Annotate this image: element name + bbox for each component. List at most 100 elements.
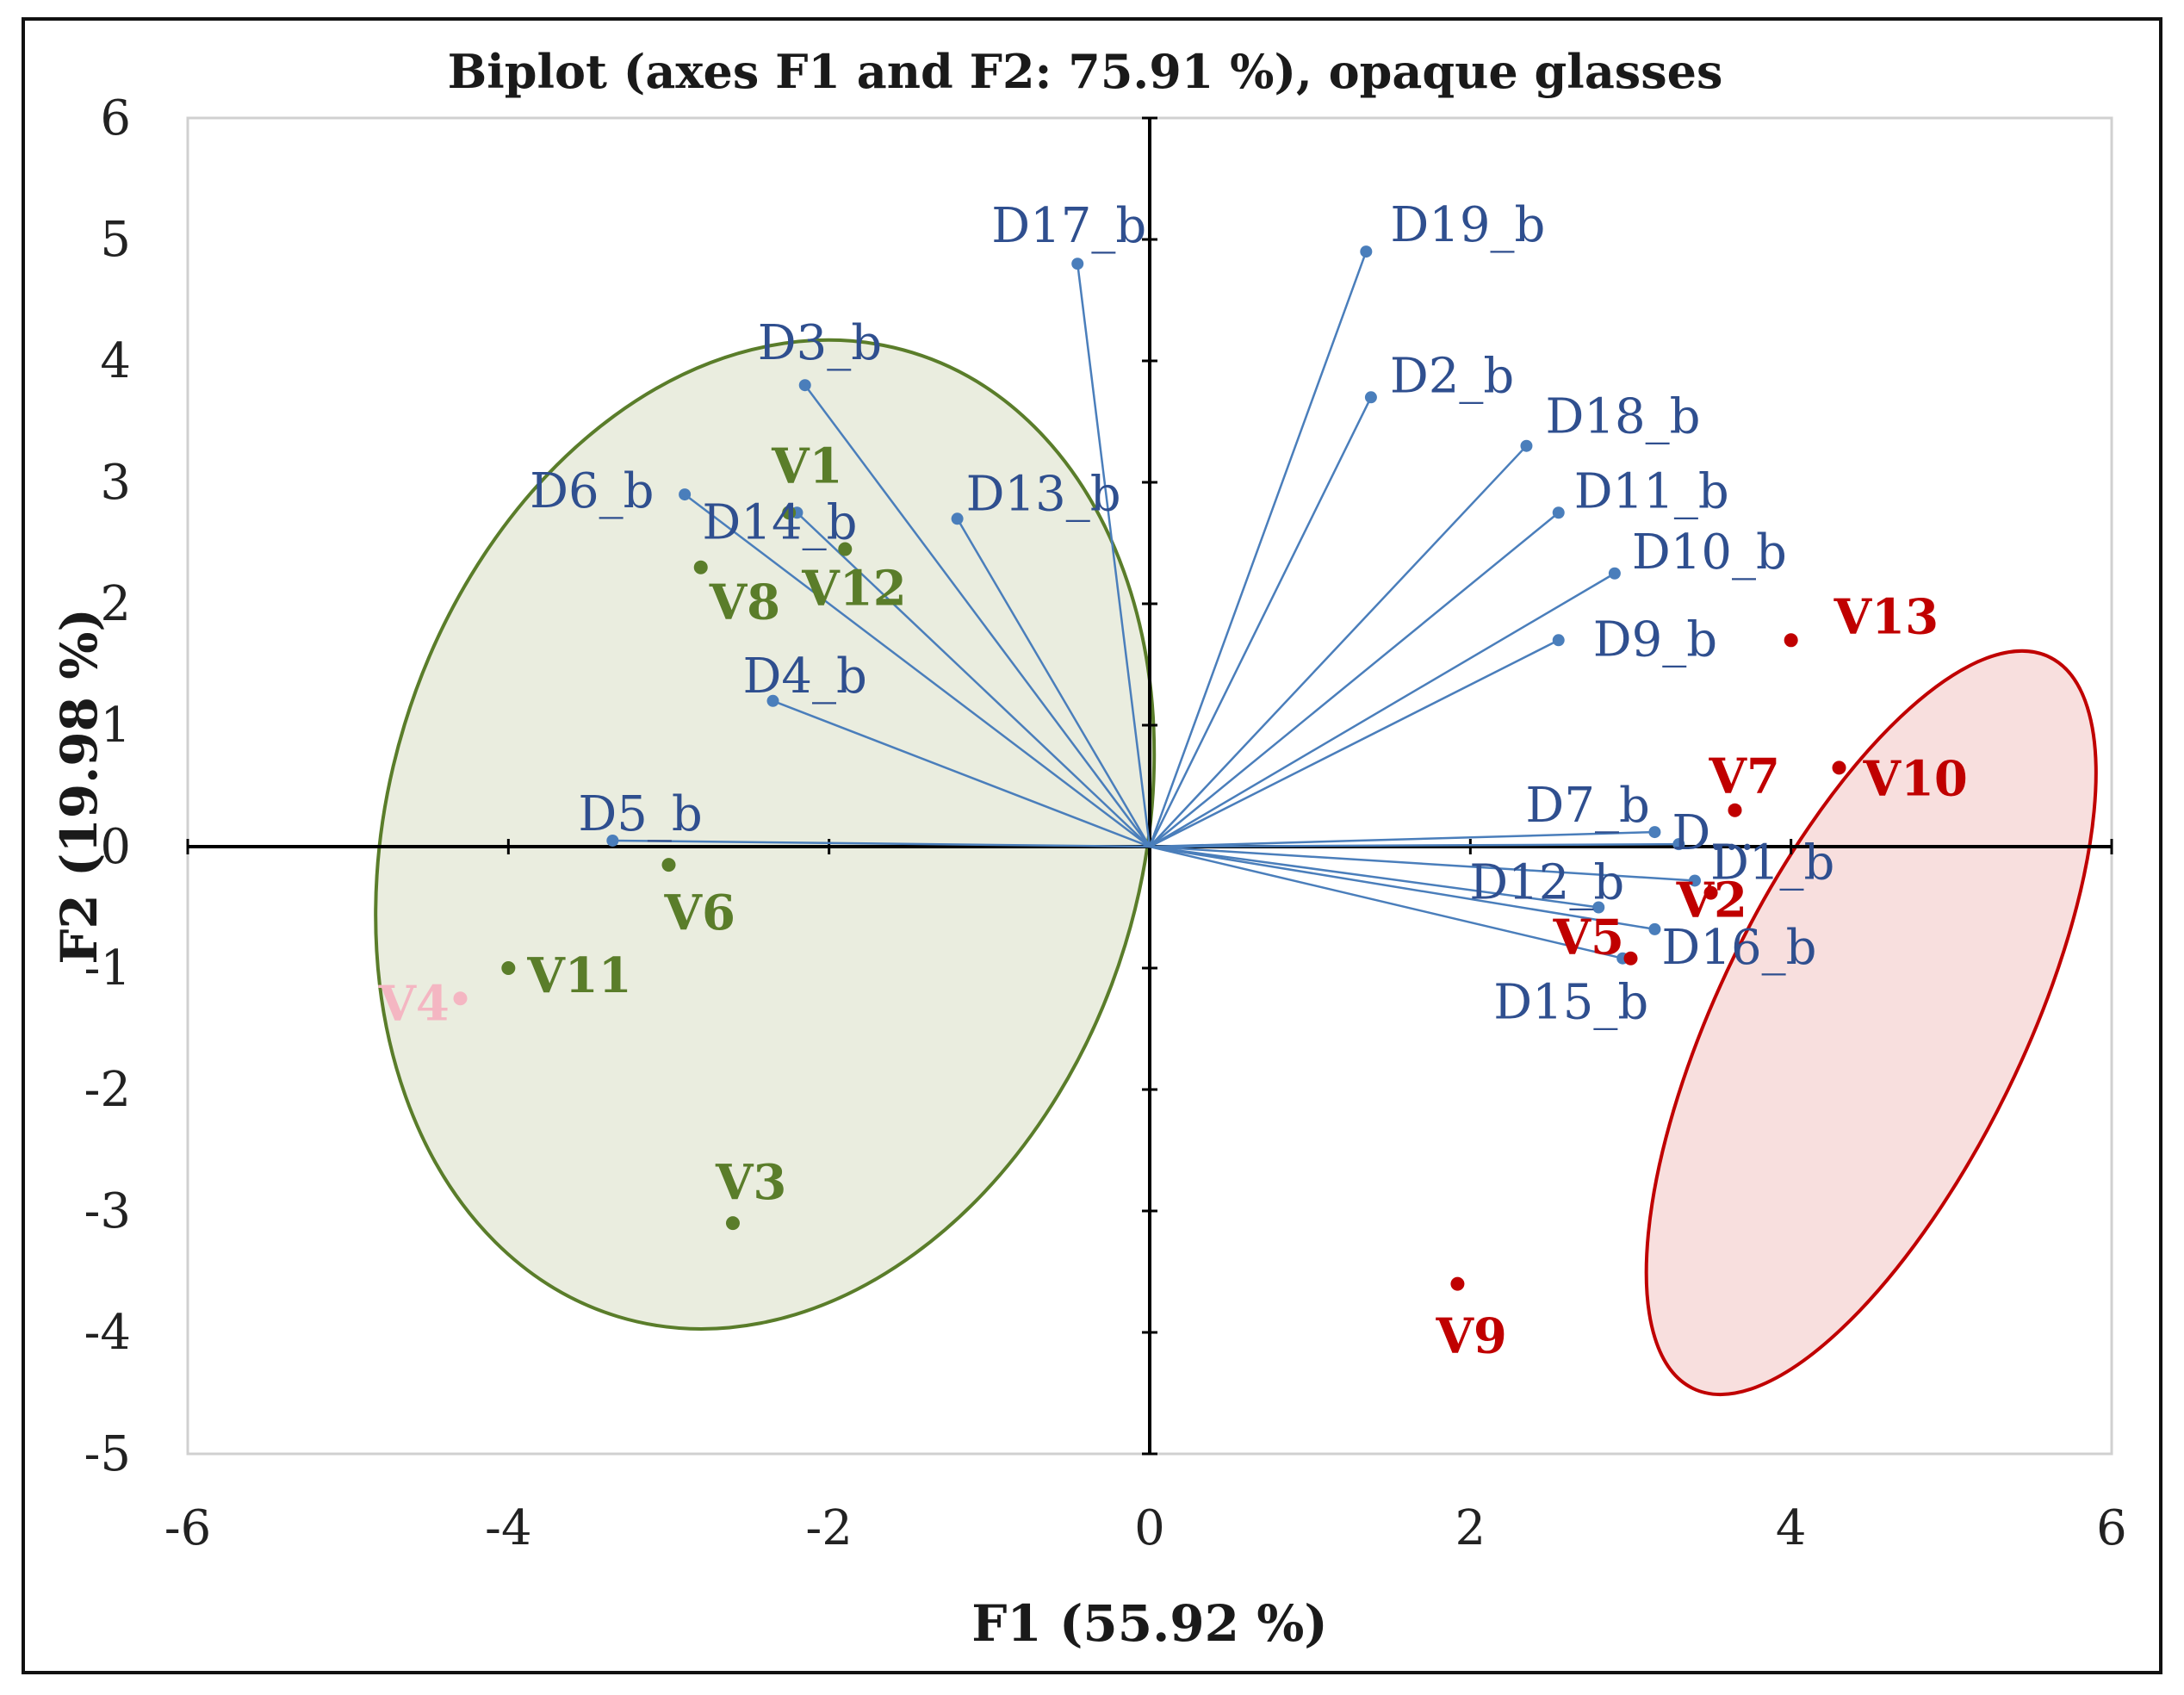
vector-endpoint: [606, 834, 619, 847]
vector-endpoint: [1688, 874, 1701, 887]
vector-label: D17_b: [991, 198, 1146, 254]
x-tick-label: 4: [1776, 1500, 1807, 1556]
vector-arrow: [1149, 845, 1623, 959]
vector-label: D10_b: [1632, 525, 1787, 581]
y-tick-label: -5: [84, 1426, 131, 1482]
observation-label: V3: [715, 1154, 786, 1211]
vector-endpoint: [1648, 826, 1661, 839]
observation-label: V8: [709, 574, 780, 631]
observation-label: V6: [664, 885, 735, 941]
vector-endpoint: [679, 488, 692, 501]
x-tick-label: 0: [1134, 1500, 1165, 1556]
ellipse-green: [374, 338, 1157, 1331]
vector-arrow: [1149, 842, 1679, 848]
vector-endpoint: [1071, 258, 1084, 270]
vector-label: D4_b: [743, 649, 867, 705]
vector-arrow: [1148, 251, 1368, 848]
vector-arrow: [1076, 264, 1151, 848]
vector-label: D1_b: [1710, 835, 1834, 891]
vector-arrow: [956, 518, 1151, 848]
y-tick-label: 5: [100, 212, 131, 268]
axis-ticks: -6 -4 -2 0 2 4 6 -5 -4 -3 -2 -1 0 1 2 3 4 5 6: [84, 90, 2126, 1556]
vector-arrow: [1149, 845, 1696, 882]
ellipse-red: [1644, 649, 2098, 1397]
vector-label: D...: [1672, 805, 1754, 861]
vector-endpoint: [798, 379, 811, 392]
vector-label: D5_b: [578, 786, 702, 842]
observation-label: V12: [801, 561, 906, 618]
observation-point: [1832, 761, 1846, 775]
vector-label: D11_b: [1574, 463, 1729, 519]
vector-endpoint: [1648, 922, 1661, 935]
vector-label: D16_b: [1661, 920, 1816, 976]
vector-label: D15_b: [1493, 975, 1648, 1031]
vector-arrow: [1149, 444, 1528, 848]
x-tick-label: -2: [805, 1500, 853, 1556]
observation-label: V4: [377, 975, 449, 1032]
observation-point: [693, 560, 708, 574]
x-tick-label: 6: [2096, 1500, 2127, 1556]
vector-arrow: [1149, 845, 1599, 909]
observation-point: [1728, 803, 1742, 817]
variable-vectors: [606, 245, 1701, 965]
observation-point: [1703, 885, 1718, 900]
observation-point: [725, 1216, 740, 1231]
y-tick-label: 1: [100, 698, 131, 754]
vector-arrow: [803, 384, 1151, 848]
x-tick-label: -6: [164, 1500, 212, 1556]
observation-label: V10: [1863, 750, 1968, 807]
vector-endpoint: [1592, 901, 1605, 914]
y-tick-label: -4: [84, 1305, 131, 1361]
vector-label: D6_b: [530, 463, 654, 519]
observation-label: V9: [1435, 1308, 1506, 1365]
chart-title: Biplot (axes F1 and F2: 75.91 %), opaque…: [448, 44, 1723, 99]
observation-label: V1: [771, 438, 842, 494]
vector-arrow: [1149, 830, 1655, 848]
x-tick-label: -4: [485, 1500, 532, 1556]
y-tick-label: 6: [100, 90, 131, 146]
vector-label: D7_b: [1525, 778, 1649, 834]
y-tick-label: -2: [84, 1062, 131, 1118]
observation-point: [1450, 1276, 1465, 1291]
observation-label: V7: [1709, 748, 1780, 805]
y-axis-title: F2 (19.98 %): [50, 608, 109, 965]
vector-endpoint: [1364, 391, 1377, 404]
vector-label: D12_b: [1469, 855, 1624, 911]
observation-label: V13: [1833, 588, 1939, 645]
vector-arrow: [1149, 639, 1560, 848]
vector-endpoint: [951, 512, 964, 525]
observation-point: [453, 991, 468, 1006]
vector-endpoint: [1672, 838, 1685, 851]
confidence-ellipses: [374, 338, 2098, 1397]
vector-arrow: [684, 494, 1151, 848]
vector-arrow: [1149, 845, 1655, 931]
vector-endpoint: [766, 694, 779, 707]
y-tick-label: -3: [84, 1183, 131, 1239]
point-labels: D17_b D19_b D3_b D2_b D18_b D6_b D14_b D13_b D11…: [377, 197, 1968, 1365]
vector-endpoint: [1608, 567, 1621, 580]
observation-label: V5: [1553, 910, 1624, 966]
vector-arrow: [612, 839, 1151, 848]
vector-label: D2_b: [1390, 348, 1514, 404]
vector-arrow: [1149, 512, 1560, 848]
observation-point: [1623, 951, 1638, 965]
x-axis-title: F1 (55.92 %): [971, 1594, 1328, 1653]
vector-label: D19_b: [1390, 197, 1545, 253]
vector-label: D13_b: [966, 466, 1121, 522]
vector-label: D9_b: [1593, 612, 1717, 667]
observation-point: [782, 506, 797, 520]
vector-arrow: [1149, 572, 1616, 848]
vector-arrow: [772, 699, 1151, 848]
observation-point: [501, 961, 516, 975]
x-tick-label: 2: [1455, 1500, 1486, 1556]
vector-label: D3_b: [758, 315, 882, 371]
observation-points: [453, 506, 1846, 1291]
vector-arrow: [796, 512, 1151, 848]
y-tick-label: 2: [100, 576, 131, 632]
y-tick-label: -1: [84, 941, 131, 997]
y-tick-label: 0: [100, 819, 131, 875]
vector-endpoint: [1552, 506, 1565, 519]
vector-label: D14_b: [702, 494, 857, 550]
vector-endpoint: [1360, 245, 1373, 258]
